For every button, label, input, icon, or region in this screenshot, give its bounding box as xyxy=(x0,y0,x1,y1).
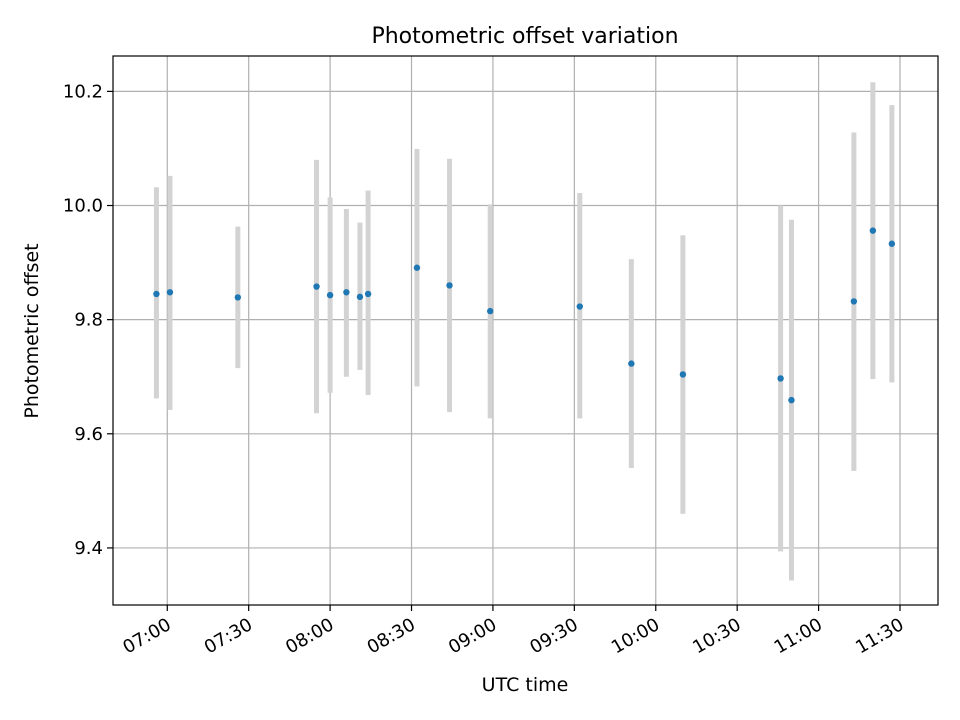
data-point xyxy=(446,282,453,289)
y-tick-label: 10.0 xyxy=(63,196,103,217)
data-point xyxy=(888,240,896,247)
y-tick-label: 10.2 xyxy=(63,81,103,102)
data-point xyxy=(326,291,334,299)
y-tick-label: 9.4 xyxy=(74,538,103,559)
data-point xyxy=(153,290,160,298)
plot-frame xyxy=(112,55,939,606)
data-point xyxy=(313,283,320,290)
data-point xyxy=(679,371,687,378)
x-axis-label: UTC time xyxy=(482,674,569,696)
data-point xyxy=(343,289,350,296)
data-point xyxy=(576,303,583,310)
data-point xyxy=(628,360,635,367)
data-point xyxy=(356,293,364,301)
data-point xyxy=(413,264,421,271)
y-tick-label: 9.6 xyxy=(74,424,103,445)
y-axis: 9.4 9.6 9.8 10.0 10.2 xyxy=(63,81,113,559)
data-point xyxy=(234,294,242,301)
y-tick-label: 9.8 xyxy=(74,310,103,331)
data-point xyxy=(166,289,174,296)
data-point xyxy=(487,307,494,315)
chart-title: Photometric offset variation xyxy=(371,24,678,49)
data-point xyxy=(364,290,372,298)
y-axis-label: Photometric offset xyxy=(21,243,43,418)
data-points xyxy=(153,227,896,404)
grid-lines xyxy=(113,56,938,605)
data-point xyxy=(850,298,858,305)
data-point xyxy=(788,396,795,404)
data-point xyxy=(777,375,784,382)
data-point xyxy=(869,227,877,234)
